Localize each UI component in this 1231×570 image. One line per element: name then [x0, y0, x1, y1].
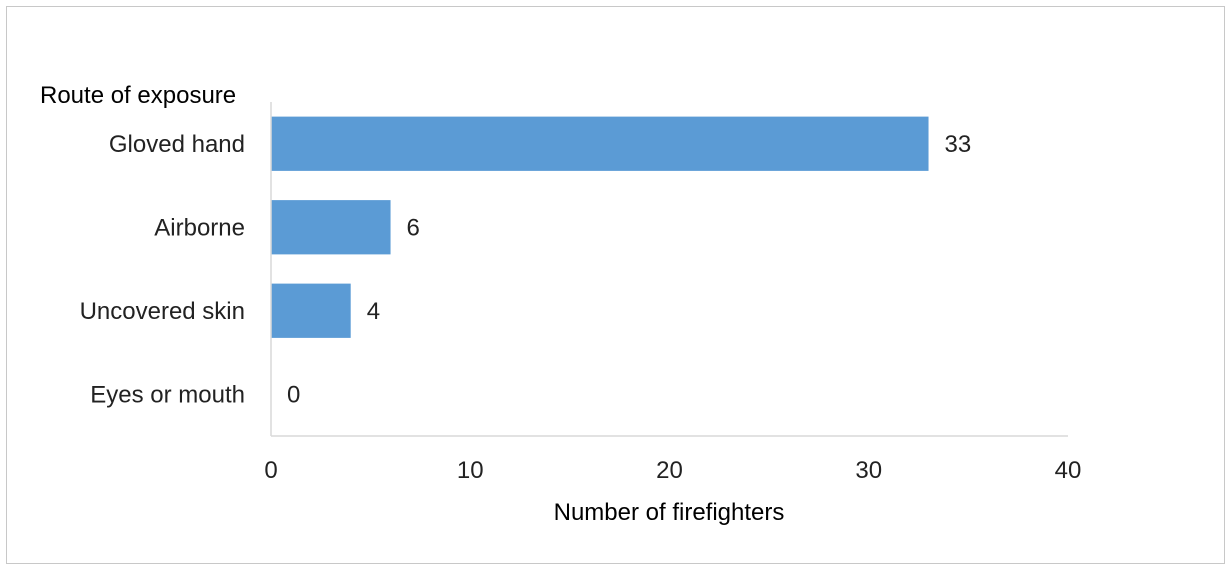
- chart-frame: [6, 6, 1225, 564]
- x-tick-label: 20: [656, 457, 683, 484]
- data-label: 4: [367, 298, 380, 325]
- category-label: Gloved hand: [109, 131, 245, 158]
- x-tick-label: 30: [855, 457, 882, 484]
- category-label: Airborne: [154, 214, 245, 241]
- bar: [271, 200, 391, 255]
- y-axis-title: Route of exposure: [40, 82, 236, 109]
- category-label: Uncovered skin: [80, 298, 245, 325]
- x-tick-labels: 0 10 20 30 40: [264, 457, 1081, 484]
- data-label: 6: [407, 214, 420, 241]
- x-tick-label: 40: [1055, 457, 1082, 484]
- bar: [271, 116, 929, 171]
- category-labels: Gloved hand Airborne Uncovered skin Eyes or…: [80, 131, 245, 409]
- data-label: 0: [287, 381, 300, 408]
- x-tick-label: 0: [264, 457, 277, 484]
- bars-group: [271, 116, 929, 338]
- bar: [271, 283, 351, 338]
- x-tick-label: 10: [457, 457, 484, 484]
- data-label: 33: [945, 131, 972, 158]
- x-axis-title: Number of firefighters: [554, 499, 785, 526]
- category-label: Eyes or mouth: [90, 381, 245, 408]
- data-labels: 33 6 4 0: [287, 131, 971, 409]
